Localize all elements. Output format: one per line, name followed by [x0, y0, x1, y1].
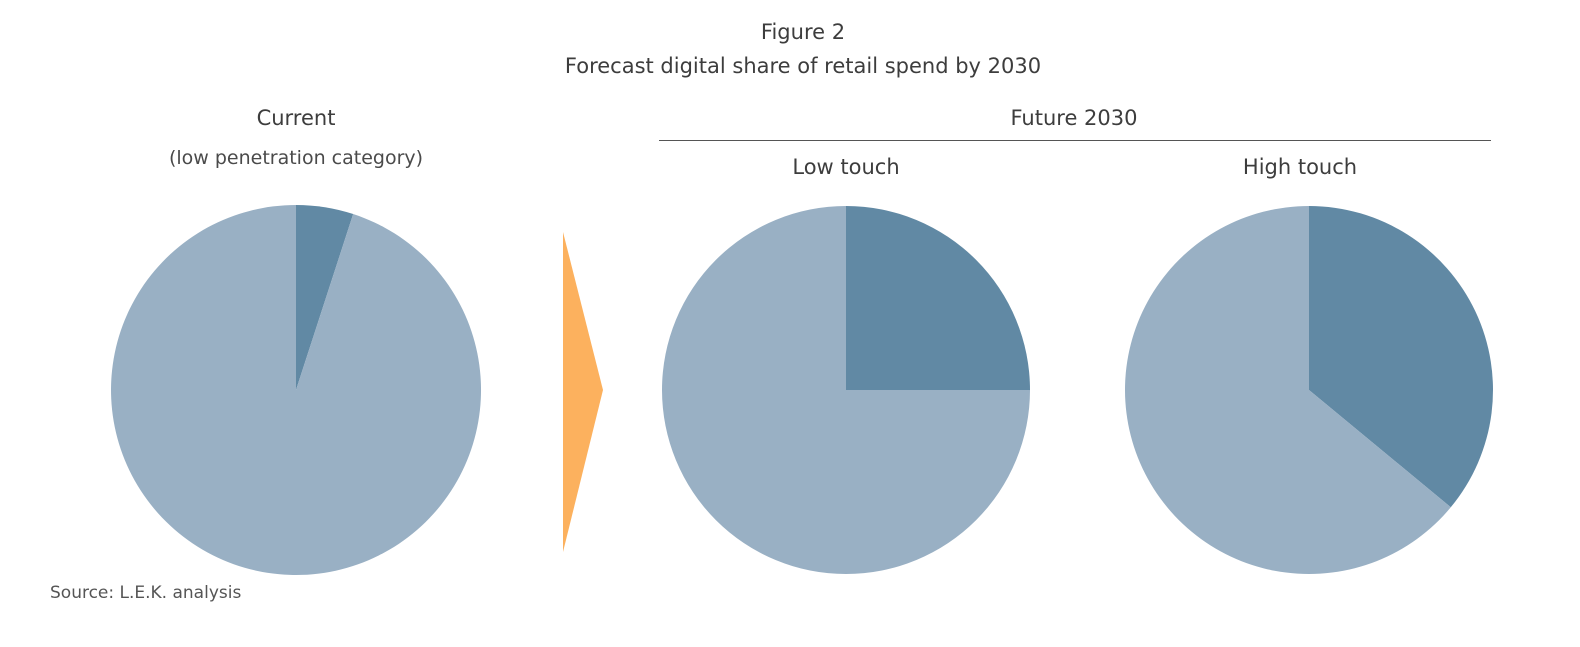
pie-title-high-touch: High touch [1242, 155, 1358, 179]
pie-title-current: Current [256, 106, 336, 130]
group-label-future: Future 2030 [1010, 106, 1138, 130]
pie-high-touch [1124, 206, 1493, 574]
figure-label: Figure 2 [760, 20, 846, 44]
chart-title: Forecast digital share of retail spend b… [564, 54, 1042, 78]
pie-low-touch [662, 206, 1030, 574]
digital-share-slice [846, 206, 1030, 390]
source-note: Source: L.E.K. analysis [50, 583, 242, 603]
other-share-slice [111, 205, 482, 575]
pie-subtitle-current: (low penetration category) [168, 147, 424, 169]
pie-title-low-touch: Low touch [792, 155, 900, 179]
other-share-slice [1124, 206, 1451, 574]
digital-share-slice [296, 205, 354, 390]
pie-current [111, 205, 482, 575]
arrow-shape [563, 232, 603, 552]
digital-share-slice [1309, 206, 1493, 508]
group-divider [659, 140, 1491, 141]
other-share-slice [662, 206, 1030, 574]
